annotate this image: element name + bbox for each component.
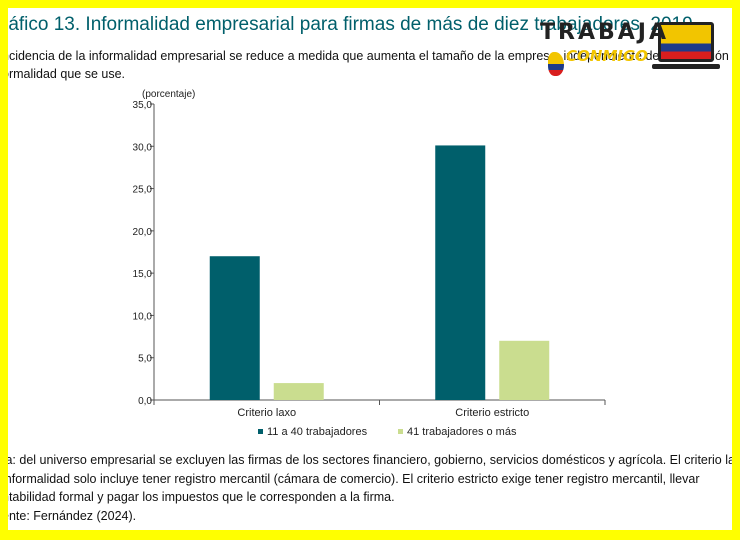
- logo-subword: CONMIGO: [566, 47, 648, 65]
- laptop-base-icon: [652, 64, 720, 69]
- y-tick-label: 5,0: [138, 354, 152, 365]
- y-tick-label: 35,0: [133, 100, 153, 111]
- x-tick-label: Criterio estricto: [455, 407, 529, 419]
- legend-label: 11 a 40 trabajadores: [267, 426, 368, 438]
- y-tick-label: 15,0: [133, 269, 153, 280]
- legend-label: 41 trabajadores o más: [407, 426, 517, 438]
- legend-swatch: [398, 429, 403, 434]
- note-line: informalidad solo incluye tener registro…: [8, 471, 700, 486]
- y-tick-label: 0,0: [138, 396, 152, 407]
- figure-title: ráfico 13. Informalidad empresarial para…: [8, 14, 693, 35]
- bar: [209, 256, 260, 400]
- bar: [273, 383, 324, 400]
- note-line: ntabilidad formal y pagar los impuestos …: [8, 490, 395, 504]
- y-tick-label: 25,0: [133, 185, 153, 196]
- trabaja-conmigo-logo: TRABAJA CONMIGO: [540, 20, 728, 82]
- y-axis-label: (porcentaje): [142, 89, 195, 100]
- note-line: ta: del universo empresarial se excluyen…: [8, 453, 732, 467]
- x-tick-label: Criterio laxo: [237, 407, 296, 419]
- figure-note: ta: del universo empresarial se excluyen…: [8, 451, 732, 525]
- bar: [499, 340, 550, 400]
- y-tick-label: 30,0: [133, 142, 153, 153]
- note-source: ente: Fernández (2024).: [8, 508, 137, 523]
- bar-chart: 0,0 5,0 10,0 15,0 20,0 25,0 30,0 35,0(porcentaj…: [133, 89, 606, 438]
- colombia-map-icon: [548, 52, 564, 76]
- figure-frame: ráfico 13. Informalidad empresarial para…: [8, 8, 732, 530]
- y-tick-label: 20,0: [133, 227, 153, 238]
- laptop-icon: [658, 22, 714, 62]
- bar: [435, 145, 486, 400]
- y-tick-label: 10,0: [133, 311, 153, 322]
- legend-swatch: [258, 429, 263, 434]
- logo-word: TRABAJA: [540, 20, 669, 45]
